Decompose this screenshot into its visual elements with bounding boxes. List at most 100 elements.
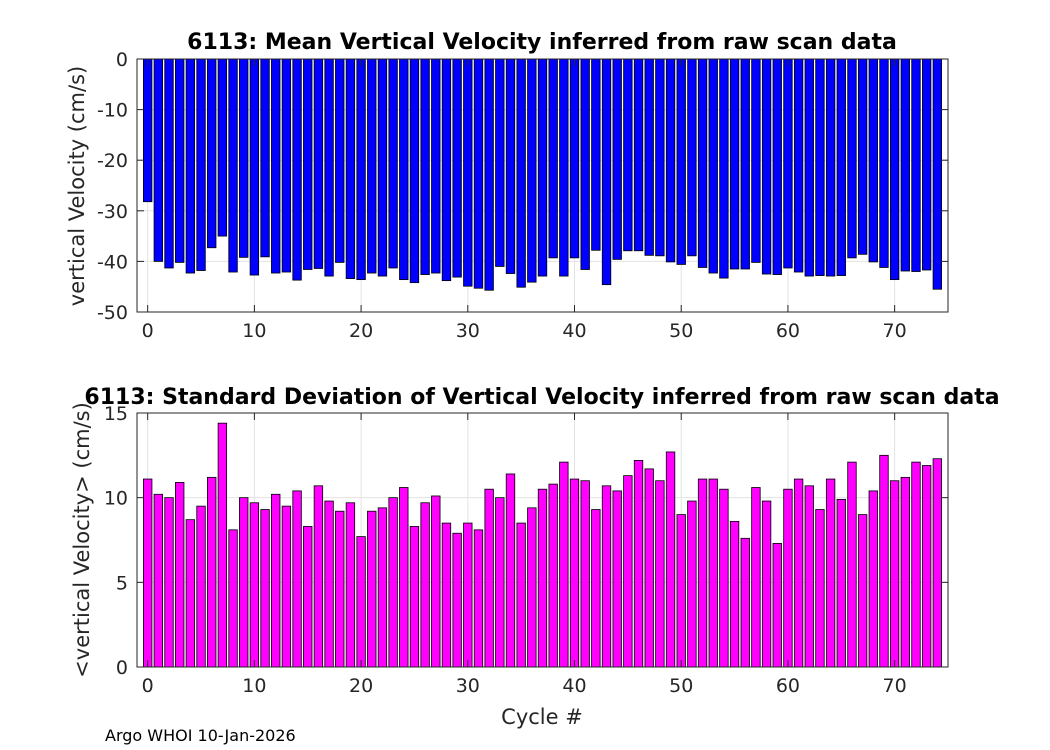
bar-cycle-74 <box>932 458 942 668</box>
bar-cycle-39 <box>559 461 569 668</box>
bar-cycle-3 <box>175 58 185 263</box>
bar-cycle-16 <box>313 485 324 668</box>
bar-cycle-32 <box>484 58 494 291</box>
bar-cycle-49 <box>665 58 676 263</box>
bar-cycle-17 <box>324 500 334 668</box>
y-tick-label: 10 <box>104 488 128 510</box>
bar-cycle-52 <box>697 478 708 668</box>
x-tick-label: 70 <box>883 675 907 697</box>
bar-cycle-47 <box>644 468 654 668</box>
x-tick-label: 40 <box>562 675 586 697</box>
bar-cycle-72 <box>911 461 921 668</box>
bar-cycle-34 <box>505 58 516 274</box>
bar-cycle-65 <box>836 498 846 668</box>
bar-cycle-26 <box>420 58 430 275</box>
bar-cycle-37 <box>537 58 548 277</box>
bar-cycle-5 <box>196 505 206 668</box>
bar-cycle-30 <box>463 58 473 287</box>
bar-cycle-19 <box>345 502 356 668</box>
bar-cycle-35 <box>516 58 526 288</box>
bar-cycle-59 <box>772 542 782 668</box>
chart-title: 6113: Mean Vertical Velocity inferred fr… <box>187 30 897 55</box>
bar-cycle-57 <box>751 487 761 668</box>
bar-cycle-42 <box>591 58 601 251</box>
bar-cycle-13 <box>281 505 292 668</box>
bar-cycle-36 <box>527 507 537 668</box>
bar-cycle-53 <box>708 58 718 274</box>
x-tick-label: 20 <box>349 320 373 342</box>
bar-cycle-23 <box>388 58 398 269</box>
y-axis-label: vertical Velocity (cm/s) <box>65 66 89 306</box>
bar-cycle-47 <box>644 58 654 256</box>
bar-cycle-40 <box>569 478 580 668</box>
bar-cycle-68 <box>868 58 878 263</box>
bar-cycle-23 <box>388 497 398 668</box>
bar-cycle-40 <box>569 58 580 259</box>
bar-cycle-68 <box>868 490 878 668</box>
bar-cycle-25 <box>409 58 420 284</box>
x-tick-label: 30 <box>456 320 480 342</box>
bar-cycle-48 <box>655 58 665 257</box>
bar-cycle-66 <box>847 58 857 259</box>
bar-cycle-42 <box>591 509 601 668</box>
bar-cycle-6 <box>207 58 217 249</box>
std-velocity-chart: 0 10 20 30 40 50 60 70 0 5 10 15 6113: Standard Dev… <box>70 385 1000 729</box>
bar-cycle-43 <box>601 58 612 286</box>
bar-cycle-21 <box>367 510 377 668</box>
footer-credit: Argo WHOI 10-Jan-2026 <box>105 726 296 745</box>
bar-cycle-61 <box>793 478 804 668</box>
bar-cycle-8 <box>228 58 238 273</box>
bar-cycle-1 <box>153 493 164 668</box>
bar-cycle-58 <box>761 58 772 275</box>
bar-cycle-24 <box>399 58 409 281</box>
bar-cycle-38 <box>548 483 558 668</box>
bar-cycle-1 <box>153 58 164 262</box>
bar-cycle-19 <box>345 58 356 280</box>
bar-cycle-73 <box>921 58 932 271</box>
bar-cycle-71 <box>900 58 910 272</box>
bar-cycle-9 <box>239 58 249 258</box>
tick-marks: 0 10 20 30 40 50 60 70 0 5 10 15 <box>104 403 948 697</box>
axes-box <box>136 412 949 668</box>
x-tick-label: 60 <box>776 675 800 697</box>
bar-cycle-50 <box>676 58 686 265</box>
bar-cycle-65 <box>836 58 846 276</box>
bar-cycle-21 <box>367 58 377 274</box>
bar-cycle-14 <box>292 58 302 281</box>
bar-cycle-36 <box>527 58 537 283</box>
bar-cycle-0 <box>142 478 153 668</box>
bar-cycle-44 <box>612 490 622 668</box>
bar-cycle-45 <box>623 58 633 252</box>
x-tick-label: 0 <box>142 320 154 342</box>
bar-cycle-18 <box>335 58 345 263</box>
bar-cycle-28 <box>441 58 452 282</box>
x-tick-label: 70 <box>883 320 907 342</box>
bar-cycle-7 <box>217 422 228 668</box>
bar-cycle-28 <box>441 522 452 668</box>
y-tick-label: -40 <box>97 251 128 273</box>
bar-cycle-15 <box>303 526 313 668</box>
bar-cycle-12 <box>271 58 281 274</box>
x-tick-label: 10 <box>242 320 266 342</box>
bar-cycle-10 <box>249 58 260 276</box>
axes-box <box>136 58 949 313</box>
bar-cycle-17 <box>324 58 334 277</box>
bar-cycle-7 <box>217 58 228 237</box>
tick-marks: 0 10 20 30 40 50 60 70 -50 -40 -30 -20 -10 0 <box>97 49 948 342</box>
x-tick-label: 0 <box>142 675 154 697</box>
bar-cycle-16 <box>313 58 324 269</box>
bar-cycle-60 <box>783 488 793 668</box>
bar-cycle-57 <box>751 58 761 263</box>
bar-cycle-45 <box>623 475 633 668</box>
bar-cycle-44 <box>612 58 622 260</box>
bar-cycle-50 <box>676 514 686 668</box>
bar-cycle-25 <box>409 526 420 668</box>
bar-cycle-6 <box>207 476 217 668</box>
bar-cycle-3 <box>175 482 185 668</box>
bar-series <box>142 58 942 291</box>
bar-cycle-31 <box>473 529 484 668</box>
bar-cycle-61 <box>793 58 804 273</box>
x-axis-label: Cycle # <box>501 705 583 729</box>
bar-cycle-14 <box>292 490 302 668</box>
